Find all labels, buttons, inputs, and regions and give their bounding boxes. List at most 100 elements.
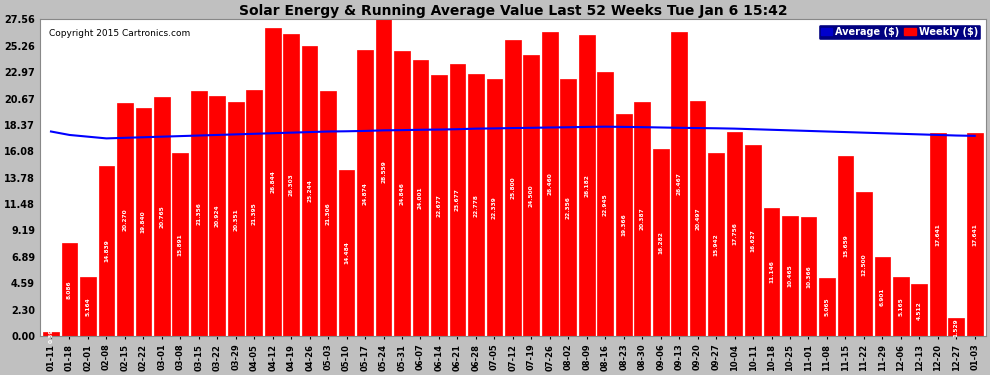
Bar — [616, 114, 632, 336]
Bar — [763, 208, 779, 336]
Text: 17.756: 17.756 — [732, 223, 738, 246]
Bar — [486, 80, 502, 336]
Text: 19.366: 19.366 — [621, 213, 627, 236]
Text: 15.942: 15.942 — [714, 233, 719, 256]
Bar — [542, 32, 557, 336]
Bar — [394, 51, 410, 336]
Text: 0.392: 0.392 — [49, 325, 53, 343]
Text: 10.366: 10.366 — [806, 265, 811, 288]
Bar — [948, 318, 964, 336]
Text: 11.146: 11.146 — [769, 261, 774, 284]
Bar — [154, 98, 169, 336]
Bar — [468, 74, 484, 336]
Text: 17.641: 17.641 — [936, 223, 940, 246]
Bar — [375, 8, 391, 336]
Text: 28.559: 28.559 — [381, 160, 386, 183]
Text: 26.460: 26.460 — [547, 172, 552, 195]
Text: 15.891: 15.891 — [178, 233, 183, 256]
Bar — [671, 32, 687, 336]
Text: 20.497: 20.497 — [695, 207, 700, 230]
Bar — [210, 96, 225, 336]
Bar — [524, 54, 540, 336]
Bar — [690, 100, 706, 336]
Bar — [652, 149, 668, 336]
Text: 26.844: 26.844 — [270, 170, 275, 193]
Bar — [172, 153, 188, 336]
Bar — [413, 60, 429, 336]
Text: 22.356: 22.356 — [566, 196, 571, 219]
Text: 24.001: 24.001 — [418, 187, 423, 210]
Text: 23.677: 23.677 — [455, 189, 460, 211]
Bar — [819, 278, 835, 336]
Text: 26.467: 26.467 — [676, 172, 682, 195]
Bar — [597, 72, 613, 336]
Text: 19.840: 19.840 — [141, 211, 146, 233]
Text: 22.945: 22.945 — [603, 193, 608, 216]
Text: 20.765: 20.765 — [159, 206, 164, 228]
Bar — [228, 102, 244, 336]
Bar — [136, 108, 151, 336]
Text: 25.800: 25.800 — [511, 177, 516, 199]
Text: 22.677: 22.677 — [437, 194, 442, 217]
Text: 25.244: 25.244 — [307, 180, 312, 203]
Bar — [505, 39, 521, 336]
Text: 20.351: 20.351 — [234, 208, 239, 231]
Bar — [782, 216, 798, 336]
Text: 20.270: 20.270 — [123, 208, 128, 231]
Text: 26.182: 26.182 — [584, 174, 589, 197]
Bar — [80, 277, 96, 336]
Text: 22.339: 22.339 — [492, 196, 497, 219]
Bar — [247, 90, 262, 336]
Text: 17.641: 17.641 — [972, 223, 977, 246]
Text: 5.065: 5.065 — [825, 298, 830, 316]
Text: 21.395: 21.395 — [251, 202, 256, 225]
Text: 24.500: 24.500 — [529, 184, 534, 207]
Bar — [801, 217, 817, 336]
Bar — [302, 46, 318, 336]
Text: 14.839: 14.839 — [104, 239, 109, 262]
Text: 14.484: 14.484 — [345, 242, 349, 264]
Bar — [357, 50, 373, 336]
Bar — [874, 257, 890, 336]
Bar — [912, 284, 928, 336]
Bar — [61, 243, 77, 336]
Bar — [727, 132, 742, 336]
Bar — [449, 64, 465, 336]
Text: 12.500: 12.500 — [861, 253, 866, 276]
Text: 16.282: 16.282 — [658, 231, 663, 254]
Text: 6.901: 6.901 — [880, 287, 885, 306]
Bar — [930, 134, 945, 336]
Text: 24.846: 24.846 — [400, 182, 405, 205]
Bar — [117, 103, 133, 336]
Bar — [560, 79, 576, 336]
Text: 10.465: 10.465 — [787, 264, 793, 287]
Text: 26.303: 26.303 — [289, 174, 294, 196]
Bar — [856, 192, 872, 336]
Text: 5.164: 5.164 — [85, 297, 90, 316]
Text: 5.165: 5.165 — [898, 297, 903, 316]
Bar — [99, 165, 114, 336]
Text: 24.874: 24.874 — [362, 182, 367, 205]
Text: 1.529: 1.529 — [953, 318, 958, 337]
Bar — [339, 170, 354, 336]
Bar — [191, 91, 207, 336]
Text: 20.924: 20.924 — [215, 204, 220, 227]
Bar — [745, 145, 761, 336]
Text: Copyright 2015 Cartronics.com: Copyright 2015 Cartronics.com — [50, 29, 191, 38]
Bar — [893, 277, 909, 336]
Text: 21.306: 21.306 — [326, 202, 331, 225]
Text: 21.356: 21.356 — [196, 202, 201, 225]
Title: Solar Energy & Running Average Value Last 52 Weeks Tue Jan 6 15:42: Solar Energy & Running Average Value Las… — [239, 4, 787, 18]
Bar — [579, 35, 595, 336]
Bar — [967, 134, 983, 336]
Text: 15.659: 15.659 — [842, 235, 847, 258]
Bar — [431, 75, 446, 336]
Text: 4.512: 4.512 — [917, 301, 922, 320]
Bar — [708, 153, 724, 336]
Legend: Average ($), Weekly ($): Average ($), Weekly ($) — [818, 24, 981, 40]
Text: 22.778: 22.778 — [473, 194, 478, 217]
Bar — [265, 27, 280, 336]
Text: 16.627: 16.627 — [750, 229, 755, 252]
Bar — [44, 332, 58, 336]
Bar — [635, 102, 650, 336]
